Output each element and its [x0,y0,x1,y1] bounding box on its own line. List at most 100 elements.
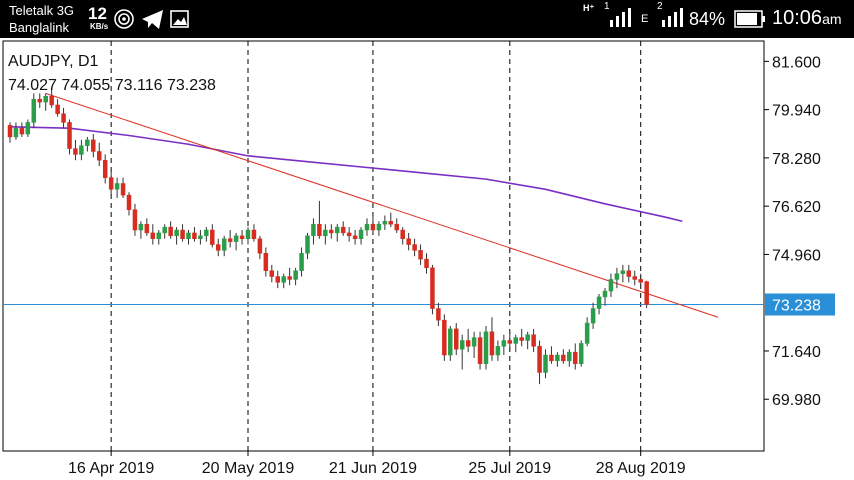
candle-body [156,232,161,239]
candle-body [67,122,72,149]
candle [37,93,42,108]
candle-body [31,98,37,123]
candle [150,224,156,245]
candle-body [626,270,632,277]
price-chart[interactable]: 81.600 79.940 78.280 76.620 74.960 71.640 69.9… [0,38,854,480]
candle [370,215,376,233]
candle-body [233,235,239,242]
candle [501,334,507,356]
candle [323,224,328,245]
candle [287,267,292,286]
candle [620,264,626,283]
candles [7,87,649,385]
x-tick-label: 21 Jun 2019 [329,460,417,477]
y-tick-label: 79.940 [772,103,821,120]
candle [19,122,25,137]
candle [573,343,578,370]
candle-body [162,226,167,234]
candle [489,317,495,361]
network-speed-unit: KB/s [90,22,109,31]
candle-body [281,276,286,283]
candle [567,349,572,367]
candle-body [13,127,19,138]
sim2-net-type: E [641,13,649,25]
candle [346,227,352,242]
candle-body [150,232,156,239]
candle-body [370,223,376,231]
candle [477,331,483,370]
candle [358,227,364,245]
candle-body [442,319,447,356]
candle [382,215,388,231]
current-price-badge: 73.238 [765,293,835,316]
moving-average-line [9,125,683,223]
y-tick-label: 74.960 [772,247,821,264]
candle-body [85,139,90,146]
candle-body [37,98,42,103]
hotspot-icon [114,9,134,29]
x-tick-label: 16 Apr 2019 [68,460,154,477]
telegram-icon [142,10,163,29]
candle-body [340,226,346,234]
y-tick-label: 71.640 [772,344,821,361]
network-speed: 12 [88,4,107,23]
candle [126,192,132,216]
candle-body [614,273,620,280]
candle-body [549,354,554,362]
candle-body [406,238,411,245]
candle [156,230,161,245]
candle [245,227,251,245]
candle [97,142,102,167]
candle-body [210,229,215,245]
candle-body [364,223,370,231]
carrier-2-label: Banglalink [9,20,69,35]
candle [626,264,632,283]
candle-body [638,279,643,283]
candle [162,224,167,239]
candle-body [79,145,84,155]
candle-body [584,322,590,344]
candle-body [632,276,637,280]
candle [73,139,78,161]
clock: 10:06am [772,7,842,29]
candle [299,247,304,277]
y-axis-labels: 81.600 79.940 78.280 76.620 74.960 71.640 69.9… [772,54,821,409]
candle-body [25,122,31,135]
candle-body [317,223,322,237]
candle [537,340,542,385]
candle [227,230,233,248]
candle [632,270,637,286]
candle [531,328,536,353]
candle [91,134,96,158]
candle [638,273,643,289]
candle-body [471,337,477,347]
candle [132,203,138,236]
candle [221,235,227,257]
candle-body [531,334,536,347]
candle-body [555,354,560,362]
candle [513,334,518,353]
candle-body [227,238,233,242]
candle-body [257,238,263,254]
candle [424,253,429,274]
candle [442,314,447,361]
candle [7,122,13,143]
candle [138,221,144,239]
candle [210,224,215,248]
candle-body [602,290,608,298]
candle [317,200,322,239]
candle-body [459,340,465,350]
battery-icon [734,10,765,28]
candle [596,293,602,315]
candle-body [543,354,548,373]
candle [192,227,197,242]
candle [216,238,221,257]
x-axis-labels: 16 Apr 2019 20 May 2019 21 Jun 2019 25 Jul … [68,460,686,477]
candle-body [275,276,280,283]
candle [459,334,465,370]
candle [602,288,608,306]
candle [364,218,370,236]
candle [67,119,72,155]
sim1-label: 1 [604,1,610,12]
candle [305,232,310,260]
